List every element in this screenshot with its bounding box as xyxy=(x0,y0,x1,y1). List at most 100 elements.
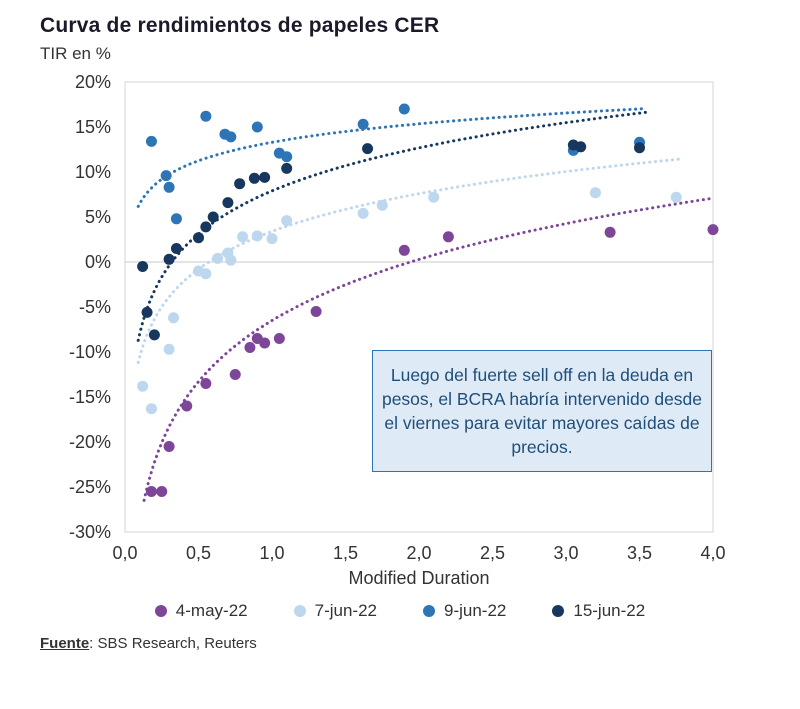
legend-label: 4-may-22 xyxy=(175,601,248,620)
legend-label: 15-jun-22 xyxy=(573,601,646,620)
x-tick-label: 2,0 xyxy=(406,543,431,563)
y-tick-label: -20% xyxy=(69,432,111,452)
y-tick-label: 20% xyxy=(75,72,111,92)
data-point xyxy=(707,224,719,236)
data-point xyxy=(357,207,369,219)
data-point xyxy=(251,121,263,133)
data-point xyxy=(163,181,175,193)
x-tick-label: 0,5 xyxy=(186,543,211,563)
data-point xyxy=(200,378,212,389)
data-point xyxy=(281,151,293,163)
data-point xyxy=(398,103,410,115)
data-point xyxy=(357,118,369,130)
data-point xyxy=(244,342,256,353)
data-point xyxy=(589,187,601,199)
legend-swatch-icon xyxy=(154,605,167,617)
x-tick-label: 0,0 xyxy=(112,543,137,563)
data-point xyxy=(200,268,212,280)
data-point xyxy=(170,213,182,225)
data-point xyxy=(148,329,160,341)
data-point xyxy=(163,253,175,265)
data-point xyxy=(145,135,157,147)
source-text: : SBS Research, Reuters xyxy=(89,635,257,652)
data-point xyxy=(273,333,285,344)
data-point xyxy=(362,143,374,155)
y-axis-title: TIR en % xyxy=(40,44,111,63)
annotation-box: Luego del fuerte sell off en la deuda en… xyxy=(372,350,712,472)
data-point xyxy=(225,131,237,143)
y-tick-label: 0% xyxy=(85,252,111,272)
trend-line xyxy=(136,157,686,364)
y-tick-label: -25% xyxy=(69,477,111,497)
y-tick-label: 10% xyxy=(75,162,111,182)
data-point xyxy=(237,231,249,243)
data-point xyxy=(141,306,153,318)
y-tick-label: -10% xyxy=(69,342,111,362)
annotation-text: Luego del fuerte sell off en la deuda en… xyxy=(381,364,703,458)
legend: 4-may-22 7-jun-22 9-jun-22 15-jun-22 xyxy=(0,601,800,621)
data-point xyxy=(229,369,241,380)
legend-item: 9-jun-22 xyxy=(422,601,507,621)
x-tick-label: 4,0 xyxy=(700,543,725,563)
x-tick-label: 2,5 xyxy=(480,543,505,563)
data-point xyxy=(170,243,182,254)
y-tick-label: 15% xyxy=(75,117,111,137)
data-point xyxy=(222,197,234,209)
legend-item: 4-may-22 xyxy=(154,601,248,621)
data-point xyxy=(225,254,237,266)
trend-line xyxy=(136,107,649,208)
y-tick-label: -5% xyxy=(79,297,111,317)
data-point xyxy=(428,191,440,203)
x-axis-label: Modified Duration xyxy=(348,568,490,588)
data-point xyxy=(604,226,616,238)
data-point xyxy=(442,231,454,243)
data-point xyxy=(207,211,219,223)
data-point xyxy=(234,178,246,190)
x-tick-label: 1,5 xyxy=(333,543,358,563)
data-point xyxy=(137,261,149,272)
legend-label: 9-jun-22 xyxy=(443,601,507,620)
plot-border xyxy=(124,81,714,533)
data-point xyxy=(259,171,271,183)
data-point xyxy=(181,400,193,412)
data-point xyxy=(266,233,278,245)
legend-swatch-icon xyxy=(293,605,306,617)
legend-swatch-icon xyxy=(552,605,565,617)
data-point xyxy=(160,170,172,182)
legend-item: 15-jun-22 xyxy=(552,601,645,621)
legend-label: 7-jun-22 xyxy=(314,601,377,620)
data-point xyxy=(670,191,682,203)
data-point xyxy=(200,110,212,122)
page: Curva de rendimientos de papeles CER TIR… xyxy=(0,14,800,652)
data-point xyxy=(212,252,224,264)
data-point xyxy=(145,486,157,497)
x-tick-label: 3,5 xyxy=(627,543,652,563)
data-point xyxy=(168,312,180,324)
scatter-chart: 20% 15% 10% 5% 0% -5% -10% -15% -20% -25% -30%0,0 0… xyxy=(69,72,726,563)
y-tick-label: 5% xyxy=(85,207,111,227)
data-point xyxy=(281,215,293,227)
data-point xyxy=(251,230,263,242)
data-point xyxy=(376,199,388,211)
trend-line xyxy=(142,196,715,502)
y-tick-label: -30% xyxy=(69,522,111,542)
y-tick-label: -15% xyxy=(69,387,111,407)
data-point xyxy=(163,343,175,355)
data-point xyxy=(281,162,293,174)
data-point xyxy=(163,441,175,452)
data-point xyxy=(193,232,204,244)
data-point xyxy=(156,486,168,497)
source-label: Fuente xyxy=(40,635,90,652)
data-point xyxy=(310,306,322,317)
data-point xyxy=(398,244,410,256)
data-point xyxy=(137,380,149,392)
data-point xyxy=(200,221,212,233)
x-tick-label: 1,0 xyxy=(259,543,284,563)
data-point xyxy=(248,172,260,184)
data-point xyxy=(634,142,645,154)
x-tick-label: 3,0 xyxy=(553,543,578,563)
legend-swatch-icon xyxy=(422,605,435,617)
data-point xyxy=(259,337,271,349)
chart-title: Curva de rendimientos de papeles CER xyxy=(40,14,440,37)
data-point xyxy=(145,403,157,415)
